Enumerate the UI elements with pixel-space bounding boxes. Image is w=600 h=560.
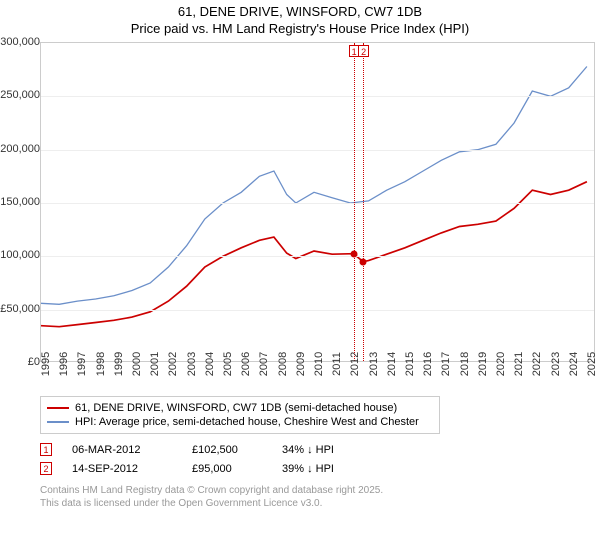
x-axis-label: 2020 [495,352,507,376]
y-axis-label: £150,000 [0,196,40,208]
series-hpi [41,67,587,305]
x-axis-label: 2012 [349,352,361,376]
legend-label: HPI: Average price, semi-detached house,… [75,416,419,428]
transaction-vline [363,43,364,361]
x-axis-label: 1997 [76,352,88,376]
transaction-date: 14-SEP-2012 [72,463,192,475]
data-point-dot [360,258,367,265]
x-axis-label: 2007 [258,352,270,376]
x-axis-label: 1996 [58,352,70,376]
chart-title-line2: Price paid vs. HM Land Registry's House … [0,21,600,42]
x-axis-label: 1998 [95,352,107,376]
y-axis-label: £50,000 [0,303,40,315]
legend-row: 61, DENE DRIVE, WINSFORD, CW7 1DB (semi-… [47,401,433,415]
legend-label: 61, DENE DRIVE, WINSFORD, CW7 1DB (semi-… [75,402,397,414]
footer-line2: This data is licensed under the Open Gov… [40,497,600,510]
x-axis-label: 2024 [568,352,580,376]
x-axis-label: 2017 [440,352,452,376]
x-axis-label: 2014 [386,352,398,376]
legend-swatch [47,421,69,422]
grid-line [41,96,594,97]
transaction-price: £102,500 [192,444,282,456]
legend-swatch [47,407,69,409]
x-axis-label: 2018 [459,352,471,376]
y-axis-label: £250,000 [0,89,40,101]
x-axis-label: 2005 [222,352,234,376]
transaction-marker: 2 [358,45,369,57]
x-axis-label: 2013 [368,352,380,376]
y-axis-label: £100,000 [0,249,40,261]
x-axis-label: 2001 [149,352,161,376]
x-axis-label: 2006 [240,352,252,376]
grid-line [41,203,594,204]
footer-attribution: Contains HM Land Registry data © Crown c… [40,484,600,510]
transactions-table: 1 06-MAR-2012£102,50034% ↓ HPI 2 14-SEP-201… [40,440,600,478]
transaction-row: 2 14-SEP-2012£95,00039% ↓ HPI [40,459,600,478]
footer-line1: Contains HM Land Registry data © Crown c… [40,484,600,497]
transaction-date: 06-MAR-2012 [72,444,192,456]
transaction-price: £95,000 [192,463,282,475]
transaction-vline [354,43,355,361]
chart-container: 12 £0£50,000£100,000£150,000£200,000£250… [40,42,600,392]
x-axis-label: 2019 [477,352,489,376]
x-axis-label: 2000 [131,352,143,376]
y-axis-label: £0 [28,356,40,368]
x-axis-label: 2009 [295,352,307,376]
x-axis-label: 2015 [404,352,416,376]
transaction-row: 1 06-MAR-2012£102,50034% ↓ HPI [40,440,600,459]
transaction-number: 1 [40,443,52,456]
transaction-number: 2 [40,462,52,475]
plot-area: 12 [40,42,595,362]
y-axis-label: £300,000 [0,36,40,48]
chart-title-line1: 61, DENE DRIVE, WINSFORD, CW7 1DB [0,0,600,21]
legend-row: HPI: Average price, semi-detached house,… [47,415,433,429]
x-axis-label: 2002 [167,352,179,376]
x-axis-label: 1995 [40,352,52,376]
transaction-hpi: 39% ↓ HPI [282,463,372,475]
x-axis-label: 2016 [422,352,434,376]
x-axis-label: 2004 [204,352,216,376]
x-axis-label: 2011 [331,352,343,376]
grid-line [41,310,594,311]
x-axis-label: 2023 [550,352,562,376]
x-axis-label: 1999 [113,352,125,376]
x-axis-label: 2025 [586,352,598,376]
x-axis-label: 2010 [313,352,325,376]
x-axis-label: 2003 [186,352,198,376]
y-axis-label: £200,000 [0,143,40,155]
grid-line [41,256,594,257]
x-axis-label: 2021 [513,352,525,376]
data-point-dot [350,250,357,257]
x-axis-label: 2022 [531,352,543,376]
grid-line [41,150,594,151]
x-axis-label: 2008 [277,352,289,376]
transaction-hpi: 34% ↓ HPI [282,444,372,456]
legend: 61, DENE DRIVE, WINSFORD, CW7 1DB (semi-… [40,396,440,434]
